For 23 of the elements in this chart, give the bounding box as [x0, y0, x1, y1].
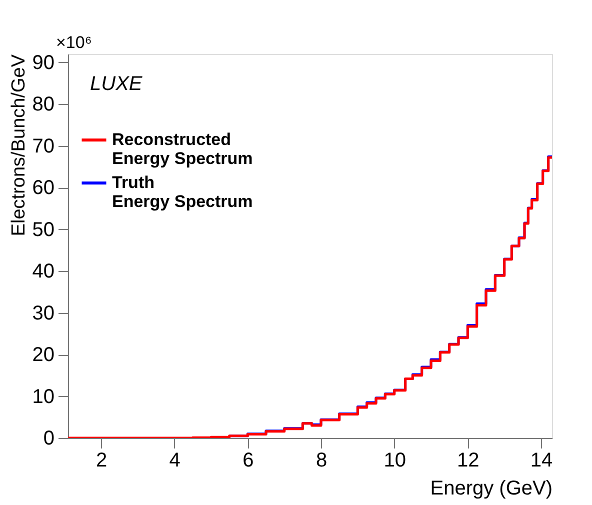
x-tick-label: 10	[384, 450, 406, 472]
y-tick-label: 70	[32, 135, 54, 158]
y-axis-title: Electrons/Bunch/GeV	[8, 54, 30, 236]
x-tick-label: 4	[169, 450, 180, 472]
x-tick-label: 2	[96, 450, 108, 472]
y-tick-label: 20	[32, 344, 54, 366]
y-tick-label: 80	[32, 94, 54, 116]
x-tick-label: 12	[457, 450, 480, 472]
x-axis-title: Energy (GeV)	[430, 478, 552, 500]
y-tick-label: 90	[32, 52, 54, 74]
x-tick-label: 8	[316, 450, 328, 472]
y-tick-label: 40	[32, 260, 54, 283]
y-tick-label: 0	[43, 428, 54, 450]
y-tick-label: 50	[32, 218, 54, 241]
legend-label: Truth Energy Spectrum	[112, 173, 253, 211]
legend-label: Reconstructed Energy Spectrum	[112, 130, 253, 168]
x-tick-label: 14	[530, 450, 553, 472]
annotation: LUXE	[90, 73, 143, 95]
text: ×10⁶	[56, 33, 92, 52]
y-tick-label: 10	[32, 386, 54, 408]
y-tick-label: 60	[32, 177, 54, 200]
x-tick-label: 6	[242, 450, 254, 472]
y-tick-label: 30	[32, 302, 54, 324]
